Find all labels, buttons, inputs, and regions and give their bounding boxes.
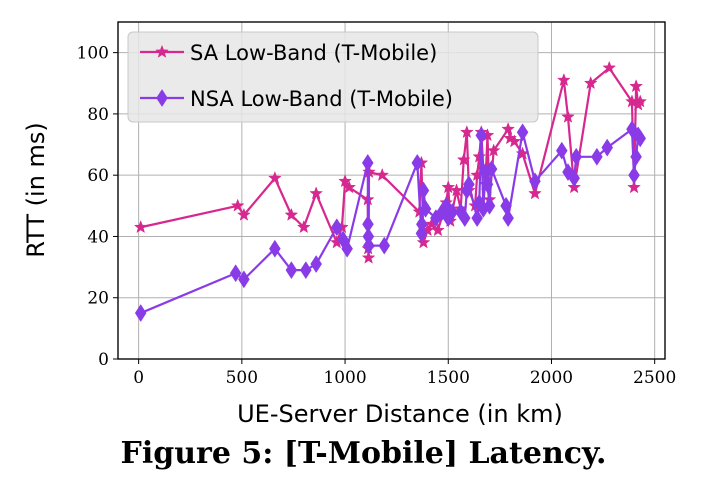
data-point bbox=[472, 149, 487, 163]
data-point bbox=[284, 207, 299, 221]
x-tick-label: 500 bbox=[226, 368, 258, 388]
data-point bbox=[309, 186, 324, 200]
data-point bbox=[441, 180, 456, 194]
legend-item: SA Low-Band (T-Mobile) bbox=[140, 41, 437, 65]
data-point bbox=[310, 255, 322, 273]
data-point bbox=[134, 304, 147, 323]
data-point bbox=[568, 169, 580, 188]
legend-item: NSA Low-Band (T-Mobile) bbox=[140, 87, 453, 111]
data-point bbox=[570, 147, 583, 166]
figure-caption: Figure 5: [T-Mobile] Latency. bbox=[120, 436, 607, 471]
data-point bbox=[561, 109, 575, 123]
data-point bbox=[627, 180, 641, 194]
data-point bbox=[449, 183, 464, 197]
data-point bbox=[502, 209, 514, 228]
data-point bbox=[416, 215, 428, 234]
x-axis-label: UE-Server Distance (in km) bbox=[237, 400, 563, 428]
legend-label: SA Low-Band (T-Mobile) bbox=[190, 41, 437, 65]
plot-frame bbox=[117, 21, 666, 360]
data-point bbox=[628, 166, 640, 185]
data-point bbox=[342, 180, 357, 194]
y-tick-label: 0 bbox=[98, 350, 109, 370]
data-point bbox=[501, 122, 515, 136]
data-point bbox=[602, 60, 617, 74]
data-point bbox=[471, 209, 483, 228]
x-tick-label: 1500 bbox=[427, 368, 470, 388]
data-point bbox=[362, 164, 376, 178]
legend-items: SA Low-Band (T-Mobile) NSA Low-Band (T-Mo… bbox=[140, 41, 453, 111]
data-point bbox=[375, 167, 390, 182]
x-tick-label: 0 bbox=[133, 368, 144, 388]
data-point bbox=[555, 141, 568, 160]
data-point bbox=[419, 199, 432, 218]
data-point bbox=[630, 147, 642, 166]
data-point bbox=[361, 153, 374, 172]
data-point bbox=[629, 79, 643, 93]
x-tick-label: 1000 bbox=[323, 368, 366, 388]
data-point bbox=[416, 235, 431, 249]
legend: SA Low-Band (T-Mobile) NSA Low-Band (T-Mo… bbox=[127, 31, 539, 123]
data-point bbox=[431, 223, 445, 237]
data-point bbox=[378, 236, 391, 255]
data-point bbox=[529, 172, 541, 191]
data-point bbox=[268, 171, 282, 185]
data-point bbox=[459, 125, 474, 139]
data-point bbox=[361, 250, 376, 264]
data-point bbox=[133, 220, 148, 234]
legend-marker bbox=[156, 89, 168, 107]
data-point bbox=[486, 143, 501, 157]
data-point bbox=[583, 76, 598, 90]
data-point bbox=[458, 209, 471, 228]
data-point bbox=[411, 153, 424, 172]
y-axis-label: RTT (in ms) bbox=[22, 122, 50, 258]
y-tick-label: 100 bbox=[77, 44, 109, 64]
data-point bbox=[456, 152, 471, 166]
y-tick-label: 20 bbox=[87, 289, 109, 309]
legend-box bbox=[127, 31, 539, 123]
data-point bbox=[285, 261, 298, 280]
data-point bbox=[633, 94, 648, 108]
x-tick-label: 2000 bbox=[530, 368, 573, 388]
data-point bbox=[556, 72, 571, 87]
data-point bbox=[338, 174, 352, 188]
data-point bbox=[475, 126, 488, 145]
x-tick-label: 2500 bbox=[633, 368, 676, 388]
data-point bbox=[507, 134, 522, 148]
data-point bbox=[362, 236, 375, 255]
data-point bbox=[634, 129, 647, 148]
series-line bbox=[140, 66, 642, 259]
data-point bbox=[300, 261, 312, 280]
legend-label: NSA Low-Band (T-Mobile) bbox=[190, 87, 453, 111]
data-point bbox=[485, 160, 498, 179]
series-layer bbox=[133, 60, 648, 323]
series-diamond bbox=[134, 120, 647, 323]
data-point bbox=[601, 138, 614, 157]
data-point bbox=[237, 207, 251, 221]
data-point bbox=[331, 218, 343, 237]
data-point bbox=[229, 264, 242, 283]
data-point bbox=[446, 202, 459, 221]
axis-ticks: 0 500 1000 1500 2000 2500 0 20 40 60 80 100 bbox=[77, 44, 677, 388]
data-point bbox=[483, 196, 496, 215]
data-point bbox=[269, 239, 281, 258]
data-point bbox=[238, 270, 250, 289]
data-point bbox=[591, 147, 603, 166]
y-tick-label: 80 bbox=[87, 105, 109, 125]
data-point bbox=[481, 175, 494, 194]
y-tick-label: 40 bbox=[87, 227, 109, 247]
data-point bbox=[463, 175, 475, 194]
data-point bbox=[528, 186, 542, 200]
data-point bbox=[341, 239, 353, 258]
data-point bbox=[296, 220, 311, 234]
data-point bbox=[417, 181, 430, 200]
legend-marker bbox=[155, 44, 169, 58]
y-tick-label: 60 bbox=[87, 166, 109, 186]
data-point bbox=[516, 123, 529, 142]
data-point bbox=[230, 198, 245, 212]
